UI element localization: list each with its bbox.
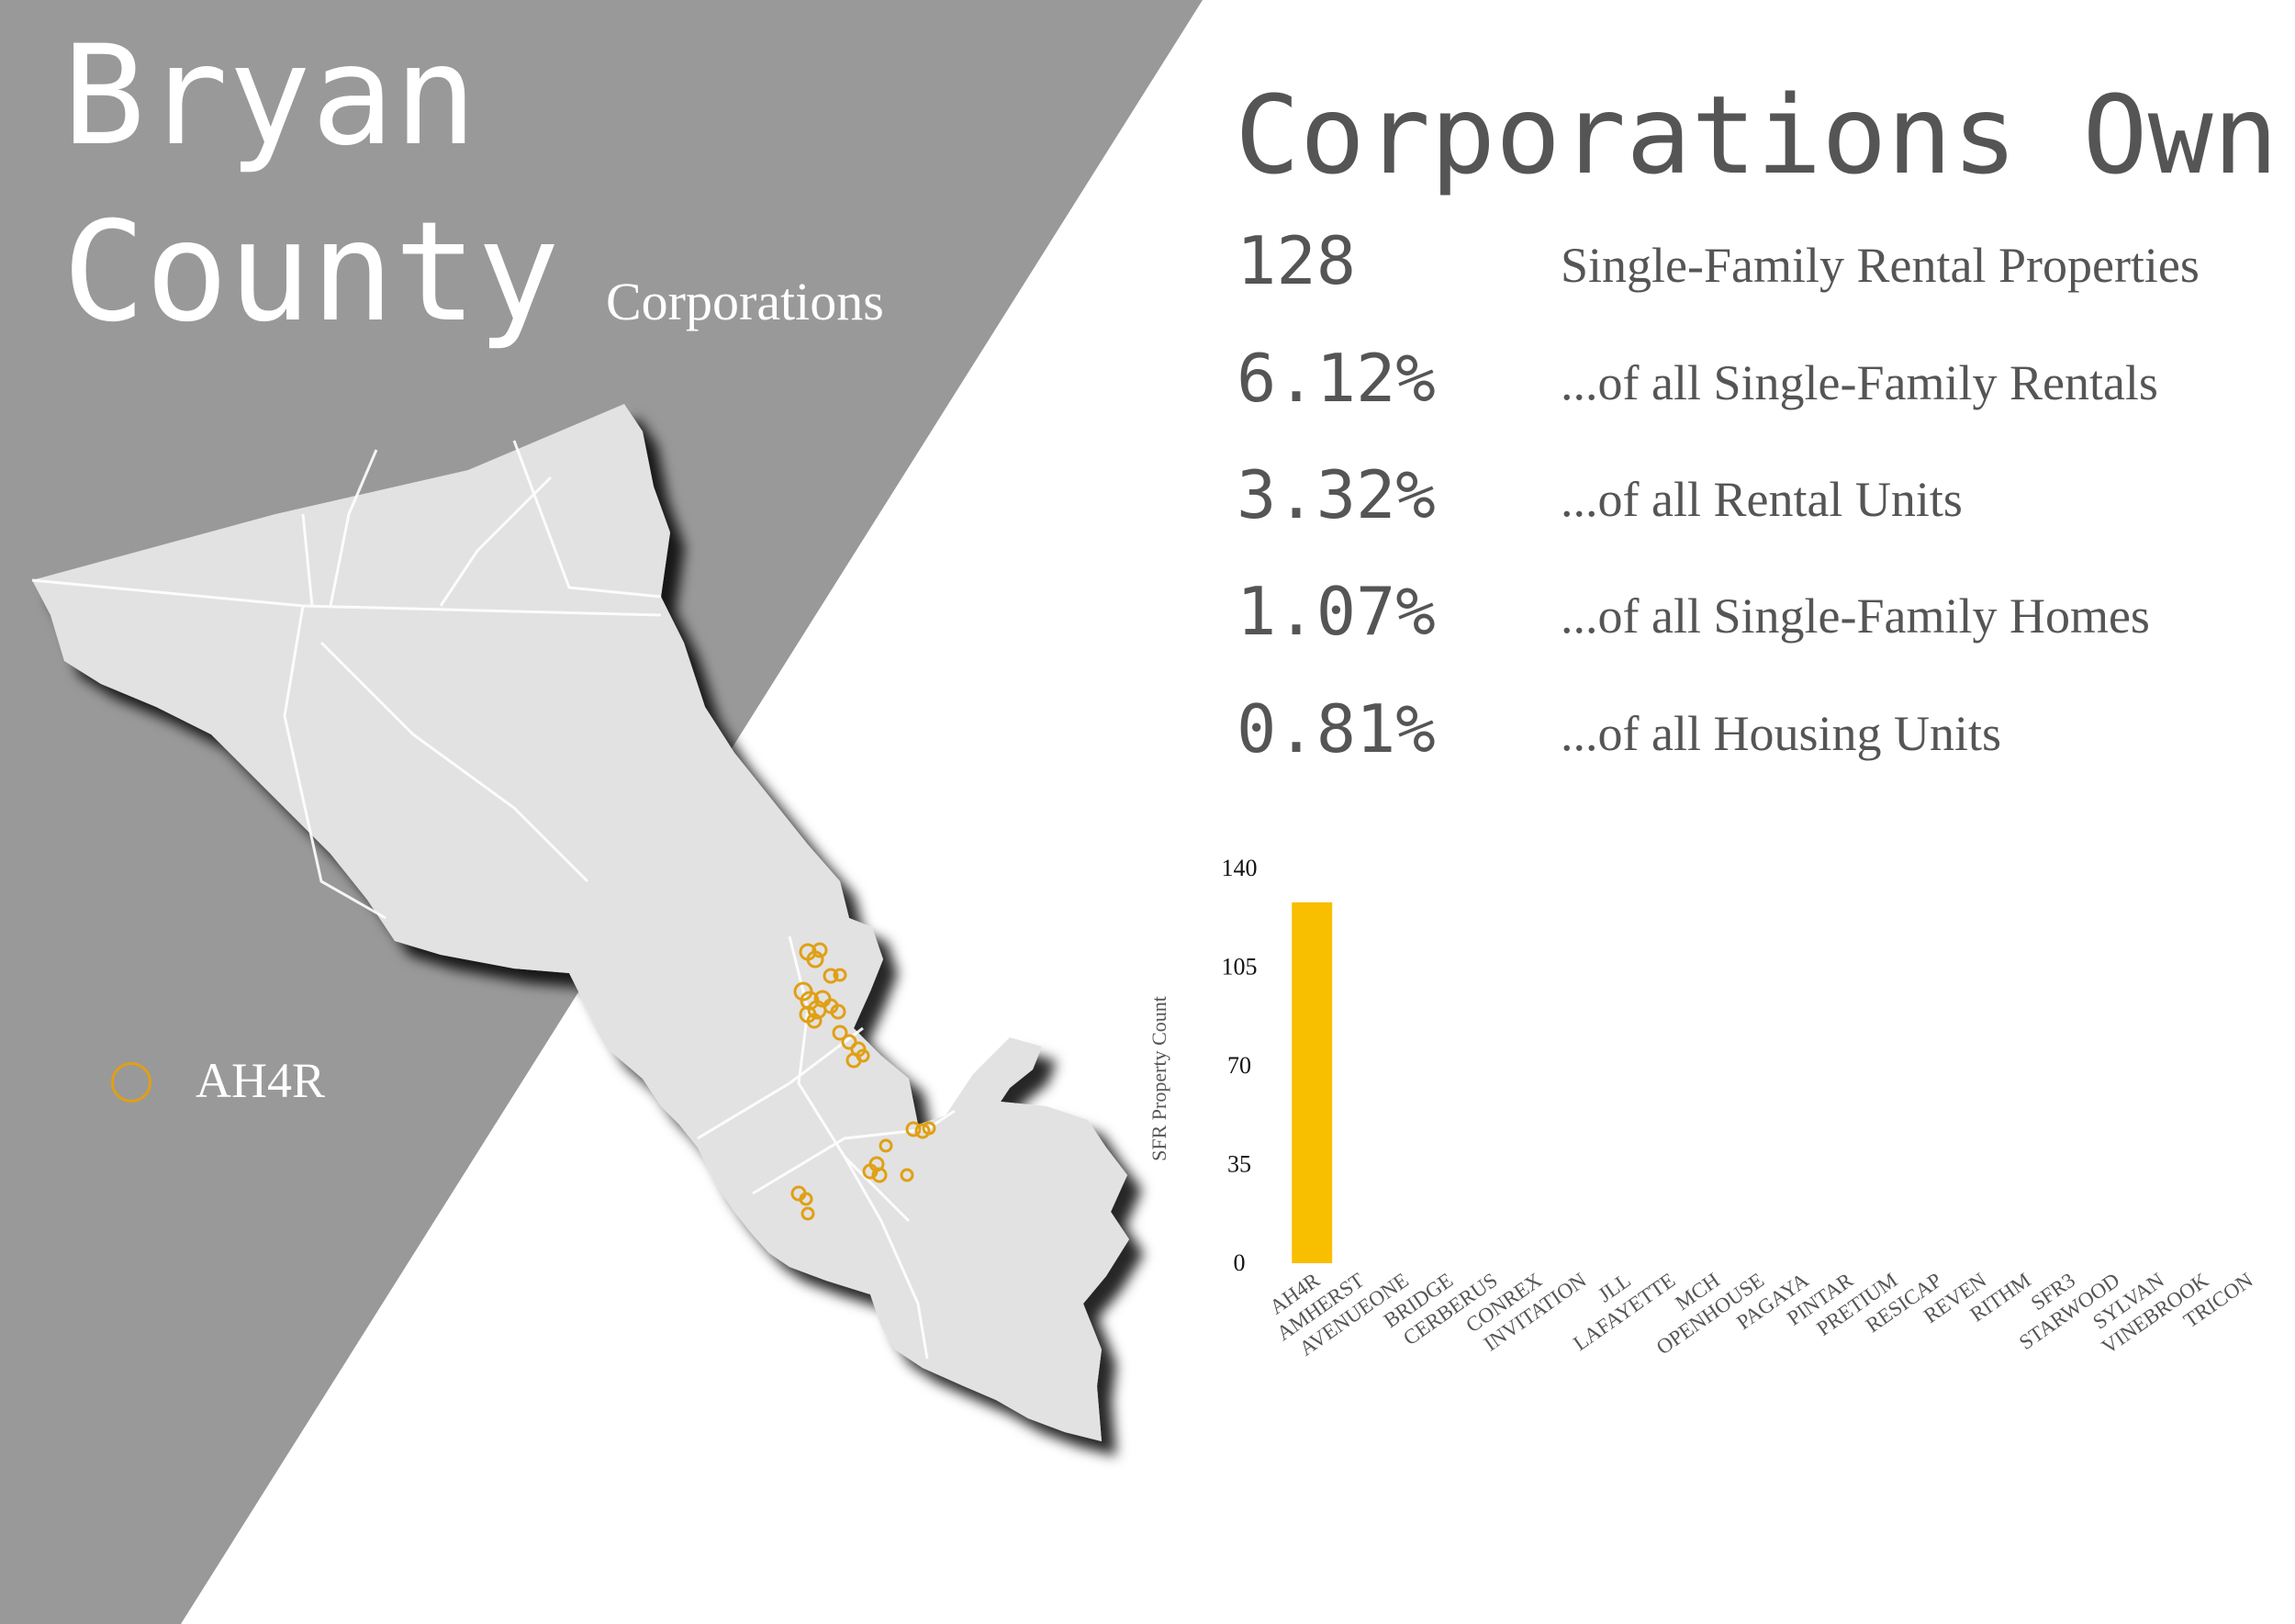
stat-value-sf-homes: 1.07% bbox=[1237, 573, 1436, 650]
page-title-line-2: County bbox=[62, 193, 560, 353]
county-shape bbox=[32, 404, 1129, 1441]
chart-y-ticks: 0 35 70 105 140 bbox=[1222, 855, 1258, 1276]
y-tick-label: 70 bbox=[1227, 1052, 1251, 1079]
y-tick-label: 140 bbox=[1222, 855, 1258, 881]
stats-heading: Corporations Own: bbox=[1235, 72, 2295, 198]
chart-bars bbox=[1292, 902, 1333, 1263]
sfr-bar-chart: SFR Property Count 0 35 70 105 140 AH4RAMHER… bbox=[1148, 855, 2257, 1361]
chart-x-labels: AH4RAMHERSTAVENUEONEBRIDGECERBERUSCONREX… bbox=[1266, 1268, 2257, 1360]
legend-ah4r-label: AH4R bbox=[196, 1053, 326, 1108]
stat-value-sfr-rentals: 6.12% bbox=[1237, 340, 1436, 417]
stat-label-rental-units: ...of all Rental Units bbox=[1561, 472, 1963, 527]
stat-label-sfr-rentals: ...of all Single-Family Rentals bbox=[1561, 355, 2158, 410]
chart-y-axis-label: SFR Property Count bbox=[1148, 996, 1170, 1161]
stat-label-sf-homes: ...of all Single-Family Homes bbox=[1561, 588, 2150, 644]
ah4r-property-markers bbox=[790, 942, 936, 1221]
page-title-line-1: Bryan bbox=[62, 17, 477, 176]
stat-value-housing-units: 0.81% bbox=[1237, 690, 1436, 767]
page-subtitle: Corporations bbox=[606, 272, 884, 331]
stat-label-sfr-properties: Single-Family Rental Properties bbox=[1561, 238, 2200, 293]
y-tick-label: 0 bbox=[1234, 1249, 1246, 1276]
legend-ah4r-ring-icon bbox=[111, 1062, 151, 1103]
y-tick-label: 105 bbox=[1222, 954, 1258, 980]
stat-value-sfr-properties: 128 bbox=[1237, 222, 1357, 299]
stat-value-rental-units: 3.32% bbox=[1237, 456, 1436, 533]
y-tick-label: 35 bbox=[1227, 1151, 1251, 1178]
bar-ah4r bbox=[1292, 902, 1333, 1263]
road-lines bbox=[31, 440, 956, 1360]
stat-label-housing-units: ...of all Housing Units bbox=[1561, 706, 2001, 761]
